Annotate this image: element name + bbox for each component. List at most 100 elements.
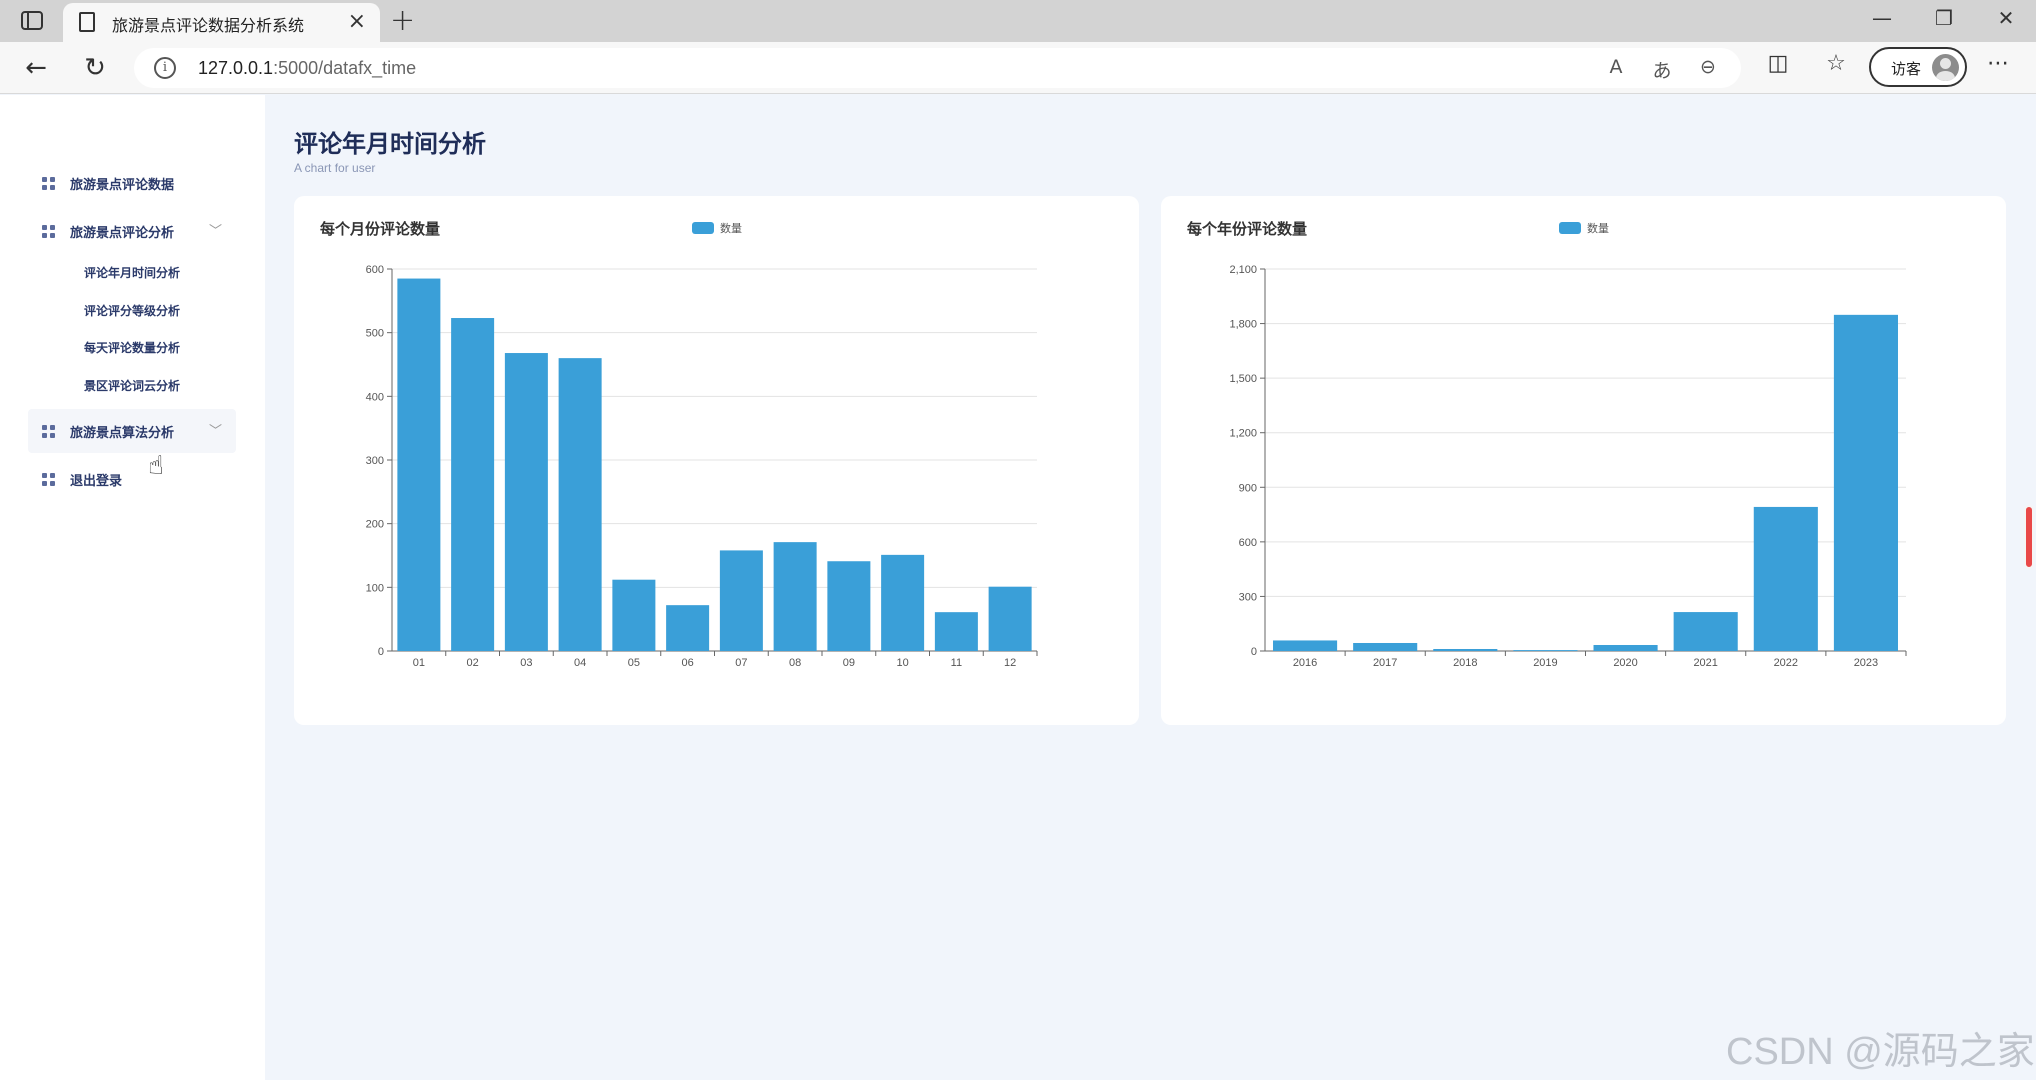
grid-icon [42,177,55,190]
sidebar-item-label: 旅游景点评论分析 [70,226,175,241]
split-screen-icon[interactable]: ◫ [1767,51,1789,76]
sidebar-item-comment-data[interactable]: 旅游景点评论数据 [28,161,236,205]
bar [451,318,495,651]
sidebar: 旅游景点评论数据 旅游景点评论分析 ﹀ 评论年月时间分析 评论评分等级分析 每天… [0,95,265,1080]
y-tick-label: 2,100 [1229,264,1257,276]
x-tick-label: 09 [843,657,855,669]
chevron-down-icon: ﹀ [208,424,222,439]
info-icon[interactable]: i [154,57,176,79]
sidebar-item-comment-analysis[interactable]: 旅游景点评论分析 ﹀ [28,209,236,253]
x-tick-label: 2022 [1774,657,1798,669]
y-tick-label: 600 [366,264,384,276]
url-path: :5000/datafx_time [273,58,417,78]
sidebar-toggle-icon[interactable] [21,11,43,30]
sidebar-item-algorithm-analysis[interactable]: 旅游景点算法分析 ﹀ [28,409,236,453]
bar [397,278,441,651]
bar [773,542,817,651]
scroll-indicator[interactable] [2024,505,2034,569]
y-tick-label: 600 [1239,537,1257,549]
y-tick-label: 300 [1239,591,1257,603]
y-tick-label: 1,200 [1229,428,1257,440]
url-text[interactable]: 127.0.0.1:5000/datafx_time [198,58,416,79]
x-tick-label: 01 [413,657,425,669]
plus-icon[interactable]: + [390,3,416,38]
x-tick-label: 12 [1004,657,1016,669]
page-subtitle: A chart for user [294,161,376,175]
x-tick-label: 07 [735,657,747,669]
x-tick-label: 2020 [1613,657,1637,669]
browser-toolbar: ← ↻ i 127.0.0.1:5000/datafx_time A あ ⊖ ◫… [0,42,2036,94]
zoom-out-icon[interactable]: ⊖ [1700,56,1716,78]
legend-label: 数量 [720,222,742,235]
x-tick-label: 2018 [1453,657,1477,669]
avatar [1932,54,1959,81]
y-tick-label: 900 [1239,482,1257,494]
chart-legend[interactable]: 数量 [1559,220,1609,236]
bar [881,554,925,651]
bar [1753,506,1818,651]
sidebar-item-label: 退出登录 [70,474,123,489]
more-icon[interactable]: ⋯ [1987,51,2009,76]
chart-card-monthly: 0 100 200 300 400 500 600 01 02 03 04 05 06 07 08 09 10 1… [294,196,1139,725]
x-tick-label: 2017 [1373,657,1397,669]
bar [1353,642,1418,651]
sidebar-item-label: 旅游景点算法分析 [70,426,175,441]
y-tick-label: 1,800 [1229,319,1257,331]
profile-button[interactable]: 访客 [1869,47,1967,87]
tab-title: 旅游景点评论数据分析系统 [112,16,305,35]
browser-tab[interactable]: 旅游景点评论数据分析系统 × [63,3,380,42]
bar [504,353,548,651]
x-tick-label: 05 [628,657,640,669]
window-close-icon[interactable]: ✕ [1997,6,2015,30]
sidebar-subitem-wordcloud-analysis[interactable]: 景区评论词云分析 [84,379,181,393]
chart-card-yearly: 0 300 600 900 1,200 1,500 1,800 2,100 2016 2017 20… [1161,196,2006,725]
profile-label: 访客 [1891,60,1922,78]
favorites-icon[interactable]: ☆ [1826,51,1846,76]
sidebar-subitem-daily-analysis[interactable]: 每天评论数量分析 [84,341,181,355]
grid-icon [42,225,55,238]
y-tick-label: 0 [1251,646,1257,658]
bar [558,358,602,651]
browser-tab-bar: 旅游景点评论数据分析系统 × + — ❐ ✕ [0,0,2036,42]
restore-icon[interactable]: ❐ [1935,6,1953,30]
x-tick-label: 08 [789,657,801,669]
sidebar-item-logout[interactable]: 退出登录 [28,457,236,501]
chart-title: 每个年份评论数量 [1187,220,1308,238]
close-icon[interactable]: × [347,9,366,34]
bar [1833,314,1898,651]
translate-icon[interactable]: あ [1652,60,1672,82]
watermark: CSDN @源码之家 [1726,1031,2035,1073]
hand-cursor-icon: ☝ [148,451,164,481]
legend-swatch [1559,222,1581,234]
page-title: 评论年月时间分析 [294,130,486,158]
x-tick-label: 02 [467,657,479,669]
grid-icon [42,473,55,486]
x-tick-label: 2019 [1533,657,1557,669]
y-tick-label: 300 [366,455,384,467]
y-tick-label: 0 [378,646,384,658]
chevron-down-icon: ﹀ [208,224,222,239]
sidebar-item-label: 旅游景点评论数据 [70,178,175,193]
reload-icon[interactable]: ↻ [84,53,106,83]
y-tick-label: 500 [366,328,384,340]
minimize-icon[interactable]: — [1872,6,1892,30]
sidebar-subitem-rating-analysis[interactable]: 评论评分等级分析 [84,304,181,318]
legend-label: 数量 [1587,222,1609,235]
y-tick-label: 100 [366,582,384,594]
bar [719,550,763,651]
back-arrow-icon[interactable]: ← [25,53,47,83]
read-aloud-icon[interactable]: A [1609,56,1623,78]
sidebar-subitem-time-analysis[interactable]: 评论年月时间分析 [84,266,181,280]
address-bar[interactable]: i 127.0.0.1:5000/datafx_time A あ ⊖ [134,48,1741,88]
bar [988,586,1032,651]
bar [1513,650,1578,651]
bar [666,605,710,651]
url-host: 127.0.0.1 [198,58,274,78]
bar [827,561,871,651]
x-tick-label: 10 [897,657,909,669]
x-tick-label: 06 [682,657,694,669]
bar [1433,648,1498,651]
chart-legend[interactable]: 数量 [692,220,742,236]
chart-title: 每个月份评论数量 [320,220,441,238]
x-tick-label: 04 [574,657,586,669]
